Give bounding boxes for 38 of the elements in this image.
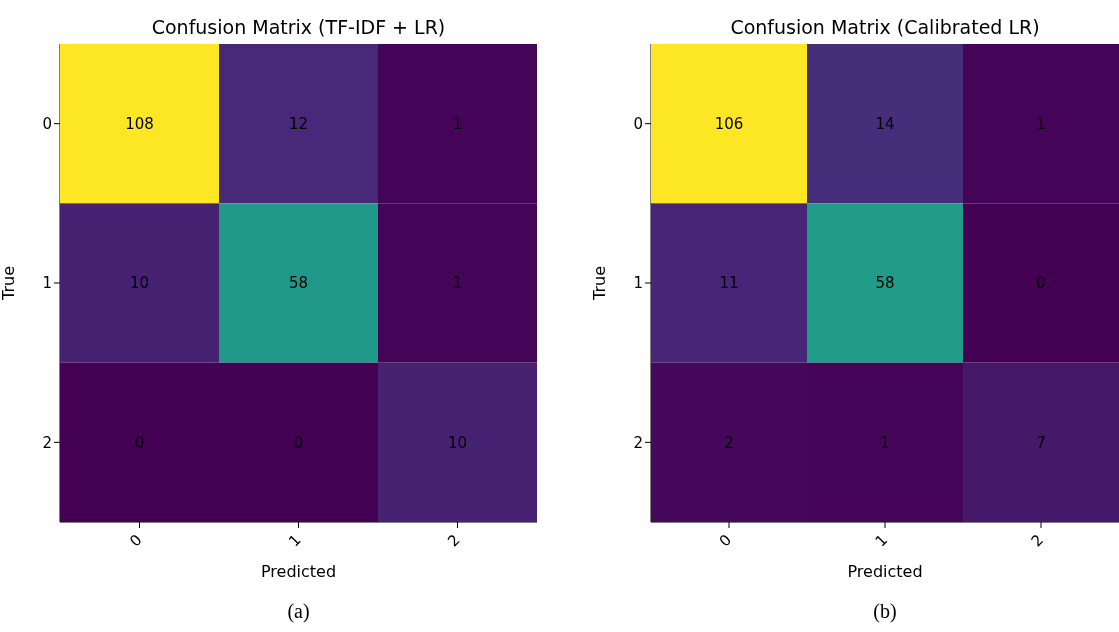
data-label: 1 <box>452 114 463 133</box>
y-tick-label: 1 <box>633 274 643 293</box>
y-tick-label: 2 <box>633 433 643 452</box>
data-label: 1 <box>452 274 463 293</box>
text: (b) <box>873 600 897 622</box>
data-label: 14 <box>875 114 895 133</box>
y-tick-label: 1 <box>42 274 52 293</box>
y-tick-label: 0 <box>42 114 52 133</box>
data-label: 0 <box>293 433 304 452</box>
data-label: 7 <box>1036 433 1046 452</box>
x-tick-label: 0 <box>715 530 736 551</box>
x-tick-label: 0 <box>126 530 146 551</box>
y-axis-title: True <box>589 266 609 301</box>
x-tick-label: 1 <box>871 530 892 551</box>
data-label: 58 <box>875 274 895 293</box>
x-axis-title: Predicted <box>847 562 923 581</box>
data-label: 10 <box>129 274 150 293</box>
data-label: 1 <box>880 433 890 452</box>
text: (a) <box>287 600 310 622</box>
data-label: 58 <box>288 274 309 293</box>
data-label: 106 <box>714 114 744 133</box>
x-axis-title: Predicted <box>260 562 337 581</box>
x-tick-label: 2 <box>444 530 464 551</box>
data-label: 10 <box>447 433 468 452</box>
y-tick-label: 0 <box>633 114 643 133</box>
data-label: 0 <box>134 433 145 452</box>
y-axis-title: True <box>0 266 18 301</box>
data-label: 11 <box>719 274 739 293</box>
y-tick-label: 2 <box>42 433 52 452</box>
data-label: 108 <box>125 114 154 133</box>
data-label: 1 <box>1036 114 1046 133</box>
data-label: 0 <box>1036 274 1046 293</box>
chart-title: Confusion Matrix (TF-IDF + LR) <box>150 16 447 38</box>
data-label: 12 <box>288 114 309 133</box>
data-label: 2 <box>724 433 734 452</box>
x-tick-label: 2 <box>1027 530 1048 551</box>
chart-title: Confusion Matrix (Calibrated LR) <box>729 16 1041 38</box>
x-tick-label: 1 <box>285 530 305 551</box>
